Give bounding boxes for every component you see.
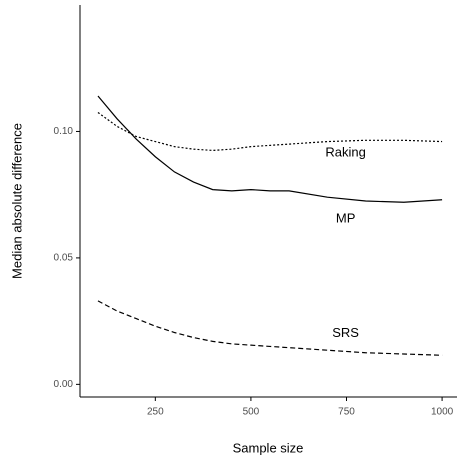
- x-tick-label: 250: [147, 407, 164, 418]
- y-tick-label: 0.10: [54, 126, 74, 137]
- y-tick-label: 0.05: [54, 253, 74, 264]
- series-label: Raking: [325, 145, 365, 160]
- series-line: [97, 300, 443, 356]
- y-tick-label: 0.00: [54, 379, 74, 390]
- series-label: MP: [336, 210, 356, 225]
- x-axis-title: Sample size: [233, 440, 304, 455]
- series-line: [97, 111, 443, 152]
- y-axis-title: Median absolute difference: [9, 123, 24, 279]
- series-label: SRS: [332, 325, 359, 340]
- x-tick-label: 1000: [431, 407, 454, 418]
- x-tick-label: 500: [243, 407, 260, 418]
- series-line: [97, 95, 443, 203]
- x-tick-label: 750: [338, 407, 355, 418]
